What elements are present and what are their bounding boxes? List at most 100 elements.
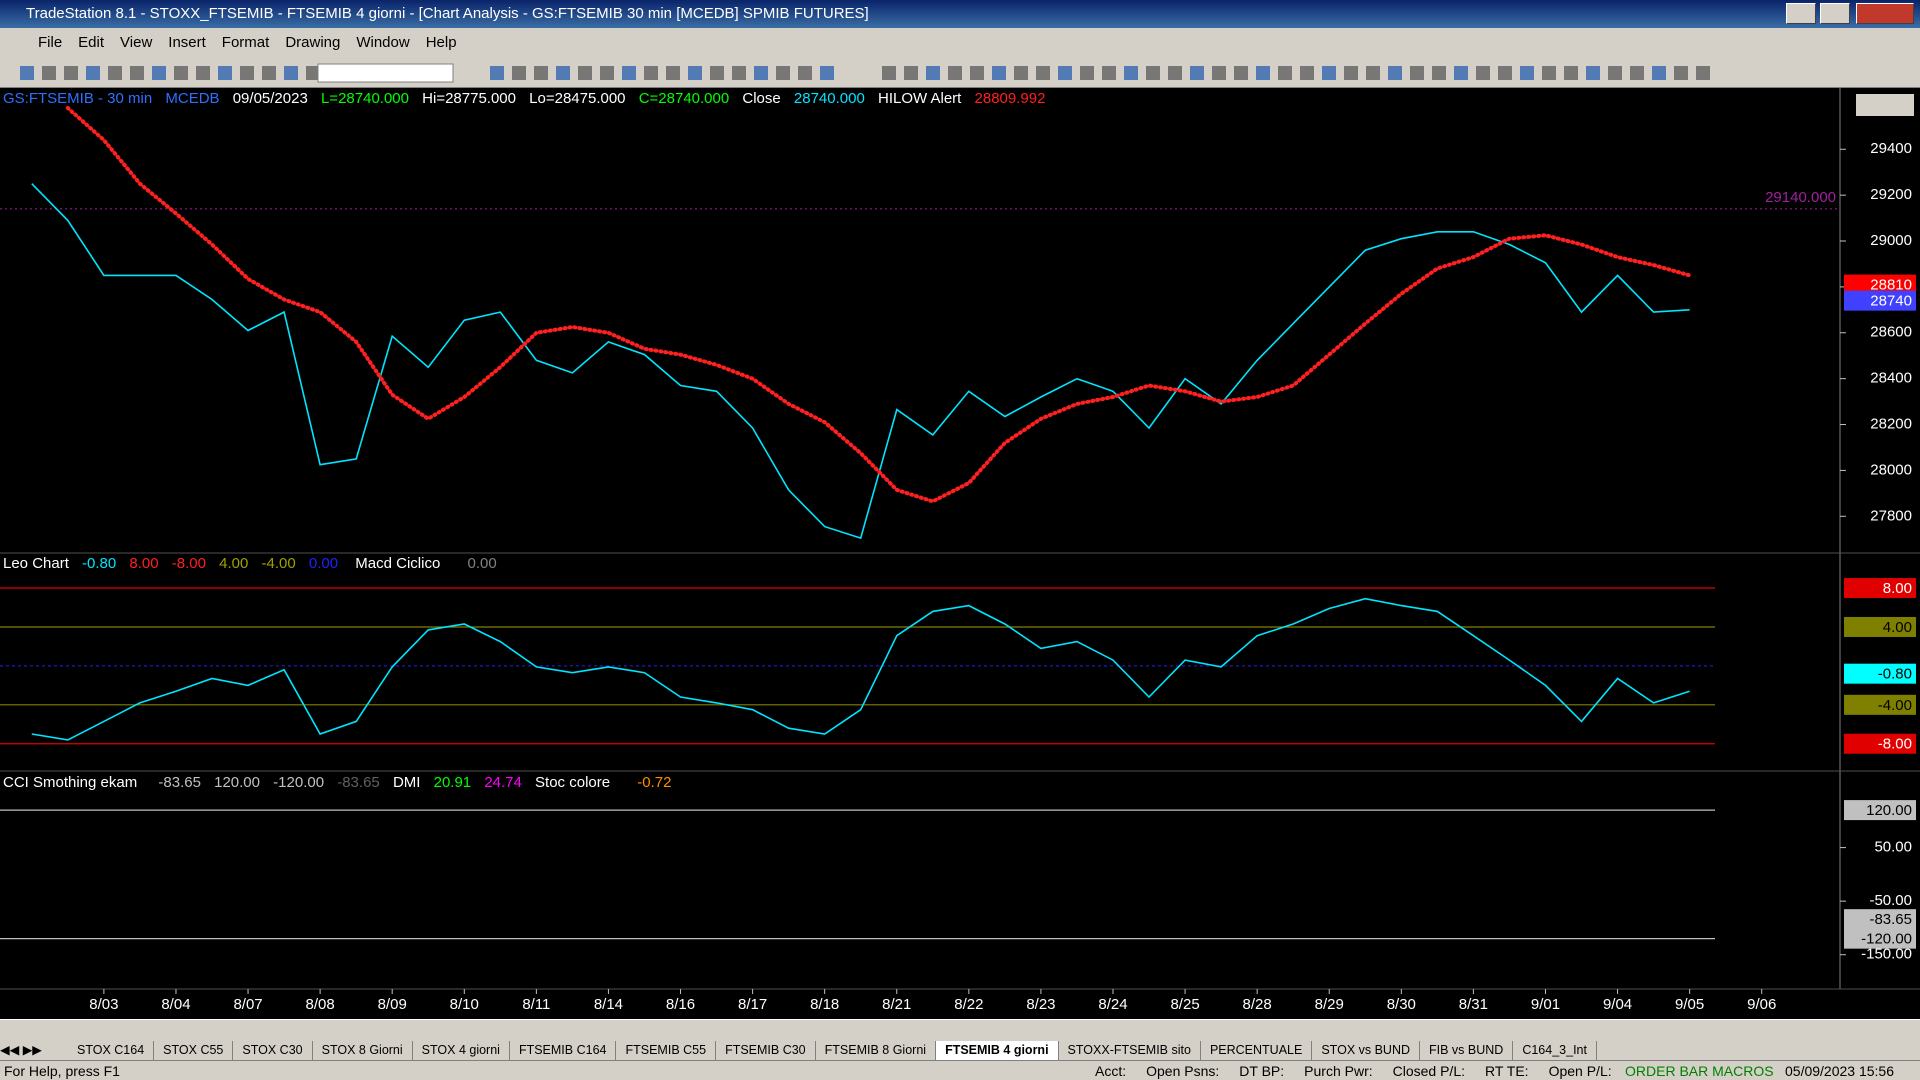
macros[interactable]: MACROS <box>1712 1063 1774 1079</box>
tab[interactable]: STOX C30 <box>233 1041 313 1060</box>
tool-icon[interactable] <box>992 66 1006 80</box>
tool-icon[interactable] <box>1652 66 1666 80</box>
tool-icon[interactable] <box>904 66 918 80</box>
menu-item[interactable]: Insert <box>168 34 206 51</box>
tool-icon[interactable] <box>1322 66 1336 80</box>
tool-icon[interactable] <box>600 66 614 80</box>
menu-item[interactable]: File <box>38 34 63 51</box>
tab[interactable]: FTSEMIB C30 <box>716 1041 816 1060</box>
tool-icon[interactable] <box>20 66 34 80</box>
tool-icon[interactable] <box>948 66 962 80</box>
tab[interactable]: STOX C55 <box>154 1041 234 1060</box>
tool-icon[interactable] <box>1190 66 1204 80</box>
menu-item[interactable]: Edit <box>78 34 105 51</box>
tool-icon[interactable] <box>262 66 276 80</box>
tab[interactable]: STOX C164 <box>68 1041 155 1060</box>
tab[interactable]: FTSEMIB 4 giorni <box>936 1041 1059 1060</box>
tool-icon[interactable] <box>688 66 702 80</box>
tool-icon[interactable] <box>1080 66 1094 80</box>
tab[interactable]: C164_3_Int <box>1513 1041 1597 1060</box>
tool-icon[interactable] <box>1212 66 1226 80</box>
tool-icon[interactable] <box>1630 66 1644 80</box>
tool-icon[interactable] <box>1256 66 1270 80</box>
tool-icon[interactable] <box>1168 66 1182 80</box>
tool-icon[interactable] <box>1146 66 1160 80</box>
tool-icon[interactable] <box>284 66 298 80</box>
order-bar[interactable]: ORDER BAR <box>1625 1063 1709 1079</box>
tab-arrows[interactable]: ◀◀ ▶▶ <box>0 1043 42 1057</box>
tab[interactable]: STOX 8 Giorni <box>313 1041 413 1060</box>
tool-icon[interactable] <box>1696 66 1710 80</box>
tool-icon[interactable] <box>1036 66 1050 80</box>
tool-icon[interactable] <box>970 66 984 80</box>
tool-icon[interactable] <box>1300 66 1314 80</box>
close-button[interactable] <box>1856 3 1914 24</box>
tool-icon[interactable] <box>1608 66 1622 80</box>
tool-icon[interactable] <box>1674 66 1688 80</box>
tool-icon[interactable] <box>534 66 548 80</box>
tool-icon[interactable] <box>1344 66 1358 80</box>
tool-icon[interactable] <box>882 66 896 80</box>
tool-icon[interactable] <box>490 66 504 80</box>
tab[interactable]: FTSEMIB C55 <box>616 1041 717 1060</box>
tool-icon[interactable] <box>1014 66 1028 80</box>
tool-icon[interactable] <box>1454 66 1468 80</box>
tool-icon[interactable] <box>196 66 210 80</box>
tool-icon[interactable] <box>820 66 834 80</box>
menu-item[interactable]: Help <box>425 34 457 51</box>
tab[interactable]: PERCENTUALE <box>1201 1041 1313 1060</box>
tool-icon[interactable] <box>152 66 166 80</box>
tool-icon[interactable] <box>108 66 122 80</box>
minimize-button[interactable] <box>1786 3 1816 24</box>
tool-icon[interactable] <box>512 66 526 80</box>
tab[interactable]: STOXX-FTSEMIB sito <box>1059 1041 1201 1060</box>
tab[interactable]: STOX vs BUND <box>1312 1041 1421 1060</box>
tool-icon[interactable] <box>1520 66 1534 80</box>
maximize-button[interactable] <box>1820 3 1850 24</box>
tab[interactable]: FTSEMIB C164 <box>510 1041 617 1060</box>
tool-icon[interactable] <box>1432 66 1446 80</box>
tool-icon[interactable] <box>86 66 100 80</box>
tool-icon[interactable] <box>174 66 188 80</box>
tool-icon[interactable] <box>644 66 658 80</box>
tool-icon[interactable] <box>798 66 812 80</box>
symbol-box[interactable] <box>317 63 454 83</box>
tab[interactable]: STOX 4 giorni <box>413 1041 510 1060</box>
tool-icon[interactable] <box>666 66 680 80</box>
tool-icon[interactable] <box>64 66 78 80</box>
menu-item[interactable]: Window <box>356 34 410 51</box>
tool-icon[interactable] <box>926 66 940 80</box>
tab[interactable]: FTSEMIB 8 Giorni <box>816 1041 937 1060</box>
tool-icon[interactable] <box>42 66 56 80</box>
tool-icon[interactable] <box>710 66 724 80</box>
tool-icon[interactable] <box>130 66 144 80</box>
tool-icon[interactable] <box>1058 66 1072 80</box>
tool-icon[interactable] <box>1564 66 1578 80</box>
tool-icon[interactable] <box>1476 66 1490 80</box>
tool-icon[interactable] <box>306 66 320 80</box>
tool-icon[interactable] <box>1278 66 1292 80</box>
tab[interactable]: FIB vs BUND <box>1420 1041 1514 1060</box>
tool-icon[interactable] <box>622 66 636 80</box>
tool-icon[interactable] <box>732 66 746 80</box>
tool-icon[interactable] <box>1388 66 1402 80</box>
tool-icon[interactable] <box>1124 66 1138 80</box>
tool-icon[interactable] <box>240 66 254 80</box>
tool-icon[interactable] <box>1542 66 1556 80</box>
tool-icon[interactable] <box>754 66 768 80</box>
tool-icon[interactable] <box>1366 66 1380 80</box>
menu-item[interactable]: View <box>120 34 153 51</box>
menu-item[interactable]: Format <box>221 34 270 51</box>
tool-icon[interactable] <box>1498 66 1512 80</box>
tool-icon[interactable] <box>556 66 570 80</box>
tool-icon[interactable] <box>1234 66 1248 80</box>
mdi-buttons[interactable] <box>1856 94 1914 116</box>
tool-icon[interactable] <box>578 66 592 80</box>
tool-icon[interactable] <box>776 66 790 80</box>
menu-item[interactable]: Drawing <box>285 34 341 51</box>
tool-icon[interactable] <box>1102 66 1116 80</box>
tool-icon[interactable] <box>1410 66 1424 80</box>
scrollbar[interactable] <box>0 1019 1920 1041</box>
tool-icon[interactable] <box>218 66 232 80</box>
tool-icon[interactable] <box>1586 66 1600 80</box>
